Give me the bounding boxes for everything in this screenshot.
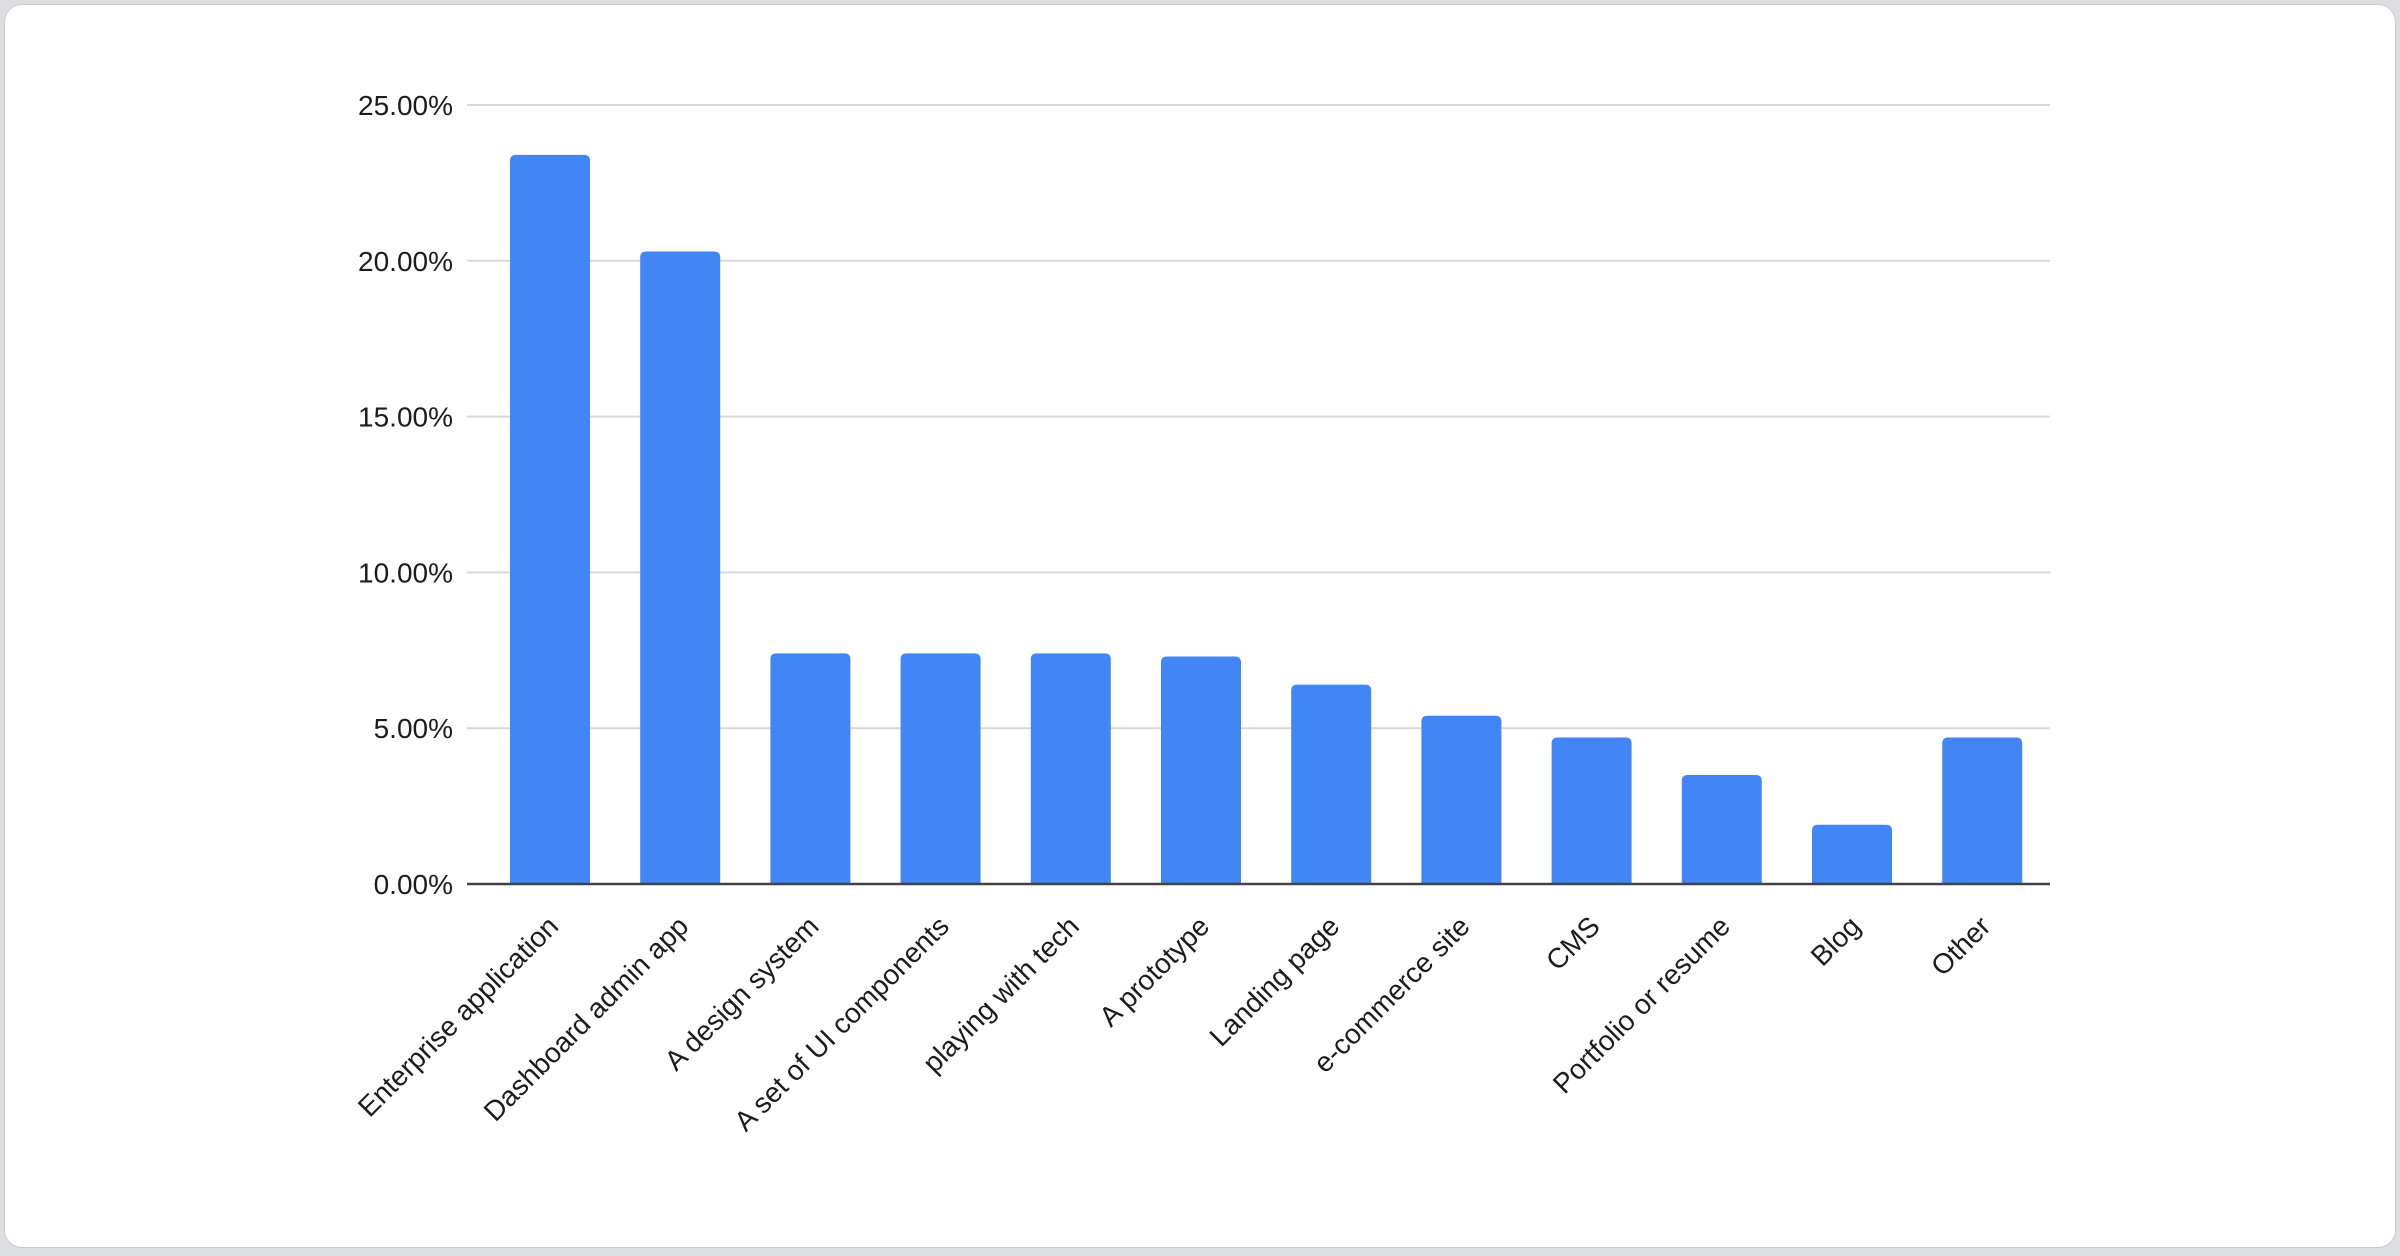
y-axis-tick-label: 5.00% bbox=[374, 713, 453, 744]
y-axis-tick-label: 0.00% bbox=[374, 869, 453, 900]
x-axis-category-label: A prototype bbox=[1093, 910, 1215, 1032]
x-axis-category-label: A set of UI components bbox=[728, 910, 955, 1137]
y-axis-tick-label: 20.00% bbox=[358, 246, 453, 277]
bar bbox=[1812, 824, 1892, 884]
y-axis-tick-label: 10.00% bbox=[358, 557, 453, 588]
bar bbox=[900, 653, 981, 884]
bar bbox=[1421, 715, 1502, 884]
chart-card bbox=[4, 4, 2396, 1248]
y-axis-tick-label: 15.00% bbox=[358, 402, 453, 433]
bar bbox=[1681, 774, 1762, 884]
x-axis-category-label: Blog bbox=[1805, 910, 1867, 972]
x-axis-category-label: Landing page bbox=[1204, 910, 1346, 1052]
bar bbox=[1942, 737, 2023, 884]
bar bbox=[1161, 656, 1241, 884]
bar bbox=[510, 154, 590, 884]
bar bbox=[1030, 653, 1111, 884]
bar bbox=[640, 251, 721, 884]
bar bbox=[1551, 737, 1632, 884]
y-axis-tick-label: 25.00% bbox=[358, 90, 453, 121]
bar bbox=[1291, 684, 1372, 884]
x-axis-category-label: Other bbox=[1925, 910, 1996, 981]
x-axis-category-label: CMS bbox=[1540, 910, 1606, 976]
bar bbox=[770, 653, 851, 884]
